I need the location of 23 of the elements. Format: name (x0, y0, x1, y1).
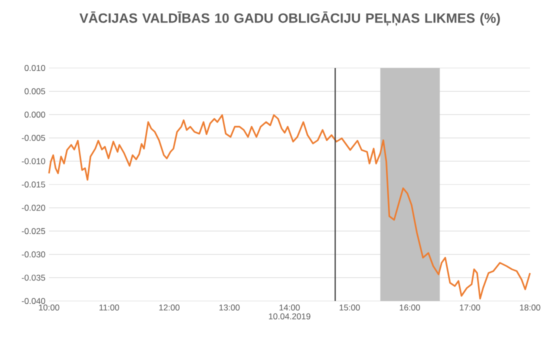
x-tick-label: 10:00 (39, 304, 60, 311)
y-tick-label: -0.025 (22, 228, 46, 234)
x-tick-label: 13:00 (219, 304, 240, 311)
y-tick-label: 0.000 (24, 112, 46, 118)
x-axis-title: 10.04.2019 (268, 313, 310, 320)
x-tick-label: 12:00 (159, 304, 180, 311)
y-tick-label: -0.030 (22, 251, 46, 258)
y-tick-label: 0.010 (24, 65, 46, 71)
x-tick-label: 14:00 (280, 304, 300, 311)
x-tick-label: 15:00 (340, 304, 360, 311)
chart-title: VĀCIJAS VALDĪBAS 10 GADU OBLIGĀCIJU PEĻŅAS LIKMES (%) (79, 12, 500, 26)
y-tick-label: 0.005 (24, 88, 46, 94)
y-tick-label: -0.040 (22, 298, 46, 304)
x-tick-label: 17:00 (460, 304, 480, 311)
line-series (48, 114, 531, 300)
y-tick-label: -0.015 (22, 182, 46, 188)
y-tick-label: -0.035 (22, 274, 46, 281)
x-tick-label: 16:00 (400, 304, 420, 311)
x-tick-label: 18:00 (520, 304, 540, 311)
x-tick-label: 11:00 (99, 304, 120, 311)
y-tick-label: -0.005 (22, 134, 46, 141)
y-tick-label: -0.020 (22, 204, 46, 211)
y-tick-label: -0.010 (22, 158, 46, 164)
